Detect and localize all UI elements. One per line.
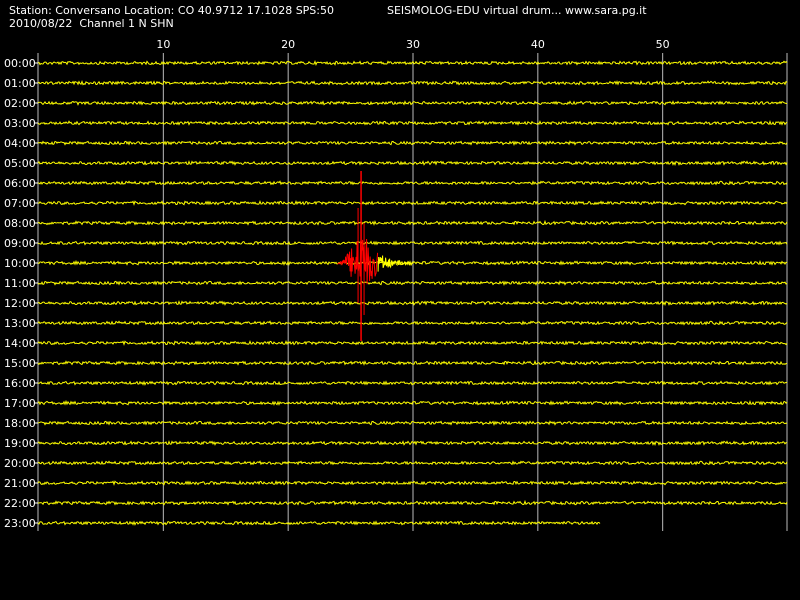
trace-0800: [37, 219, 788, 226]
trace-1500: [37, 359, 788, 366]
trace-0300: [37, 120, 788, 126]
row-label-0400: 04:00: [4, 137, 36, 150]
trace-1900: [37, 440, 788, 446]
trace-1700: [37, 399, 788, 406]
row-label-0500: 05:00: [4, 157, 36, 170]
row-label-1200: 12:00: [4, 297, 36, 310]
row-label-2200: 22:00: [4, 497, 36, 510]
row-label-0600: 06:00: [4, 177, 36, 190]
row-label-1600: 16:00: [4, 377, 36, 390]
trace-1100: [37, 280, 788, 286]
trace-2000: [37, 460, 788, 466]
row-label-1800: 18:00: [4, 417, 36, 430]
trace-1400: [37, 340, 788, 346]
trace-0900: [37, 240, 788, 246]
trace-1600: [37, 380, 788, 386]
x-tick-label-40: 40: [531, 38, 545, 51]
app-title: SEISMOLOG-EDU virtual drum... www.sara.p…: [387, 4, 647, 17]
row-label-1300: 13:00: [4, 317, 36, 330]
row-label-2000: 20:00: [4, 457, 36, 470]
row-label-1700: 17:00: [4, 397, 36, 410]
trace-0100: [37, 79, 788, 86]
x-tick-label-20: 20: [281, 38, 295, 51]
row-label-1900: 19:00: [4, 437, 36, 450]
row-label-0800: 08:00: [4, 217, 36, 230]
row-label-1100: 11:00: [4, 277, 36, 290]
trace-1300: [37, 320, 788, 326]
row-label-0700: 07:00: [4, 197, 36, 210]
row-label-0300: 03:00: [4, 117, 36, 130]
x-tick-label-10: 10: [156, 38, 170, 51]
trace-1200: [37, 300, 788, 306]
row-label-0000: 00:00: [4, 57, 36, 70]
trace-0500: [37, 160, 788, 166]
trace-1800: [37, 420, 788, 426]
event-coda-trace: [377, 255, 414, 272]
trace-0000: [37, 59, 788, 66]
station-info: Station: Conversano Location: CO 40.9712…: [9, 4, 334, 17]
trace-2200: [38, 499, 788, 506]
trace-0400: [37, 140, 788, 146]
x-tick-label-50: 50: [656, 38, 670, 51]
trace-0700: [37, 200, 788, 206]
row-label-1400: 14:00: [4, 337, 36, 350]
date-channel-info: 2010/08/22 Channel 1 N SHN: [9, 17, 174, 30]
trace-2100: [37, 480, 788, 486]
row-label-0200: 02:00: [4, 97, 36, 110]
row-label-1000: 10:00: [4, 257, 36, 270]
trace-0200: [37, 100, 788, 106]
row-label-1500: 15:00: [4, 357, 36, 370]
row-label-2300: 23:00: [4, 517, 36, 530]
row-label-0900: 09:00: [4, 237, 36, 250]
trace-0600: [37, 180, 788, 186]
row-label-2100: 21:00: [4, 477, 36, 490]
trace-2300: [37, 520, 601, 526]
x-tick-label-30: 30: [406, 38, 420, 51]
row-label-0100: 01:00: [4, 77, 36, 90]
